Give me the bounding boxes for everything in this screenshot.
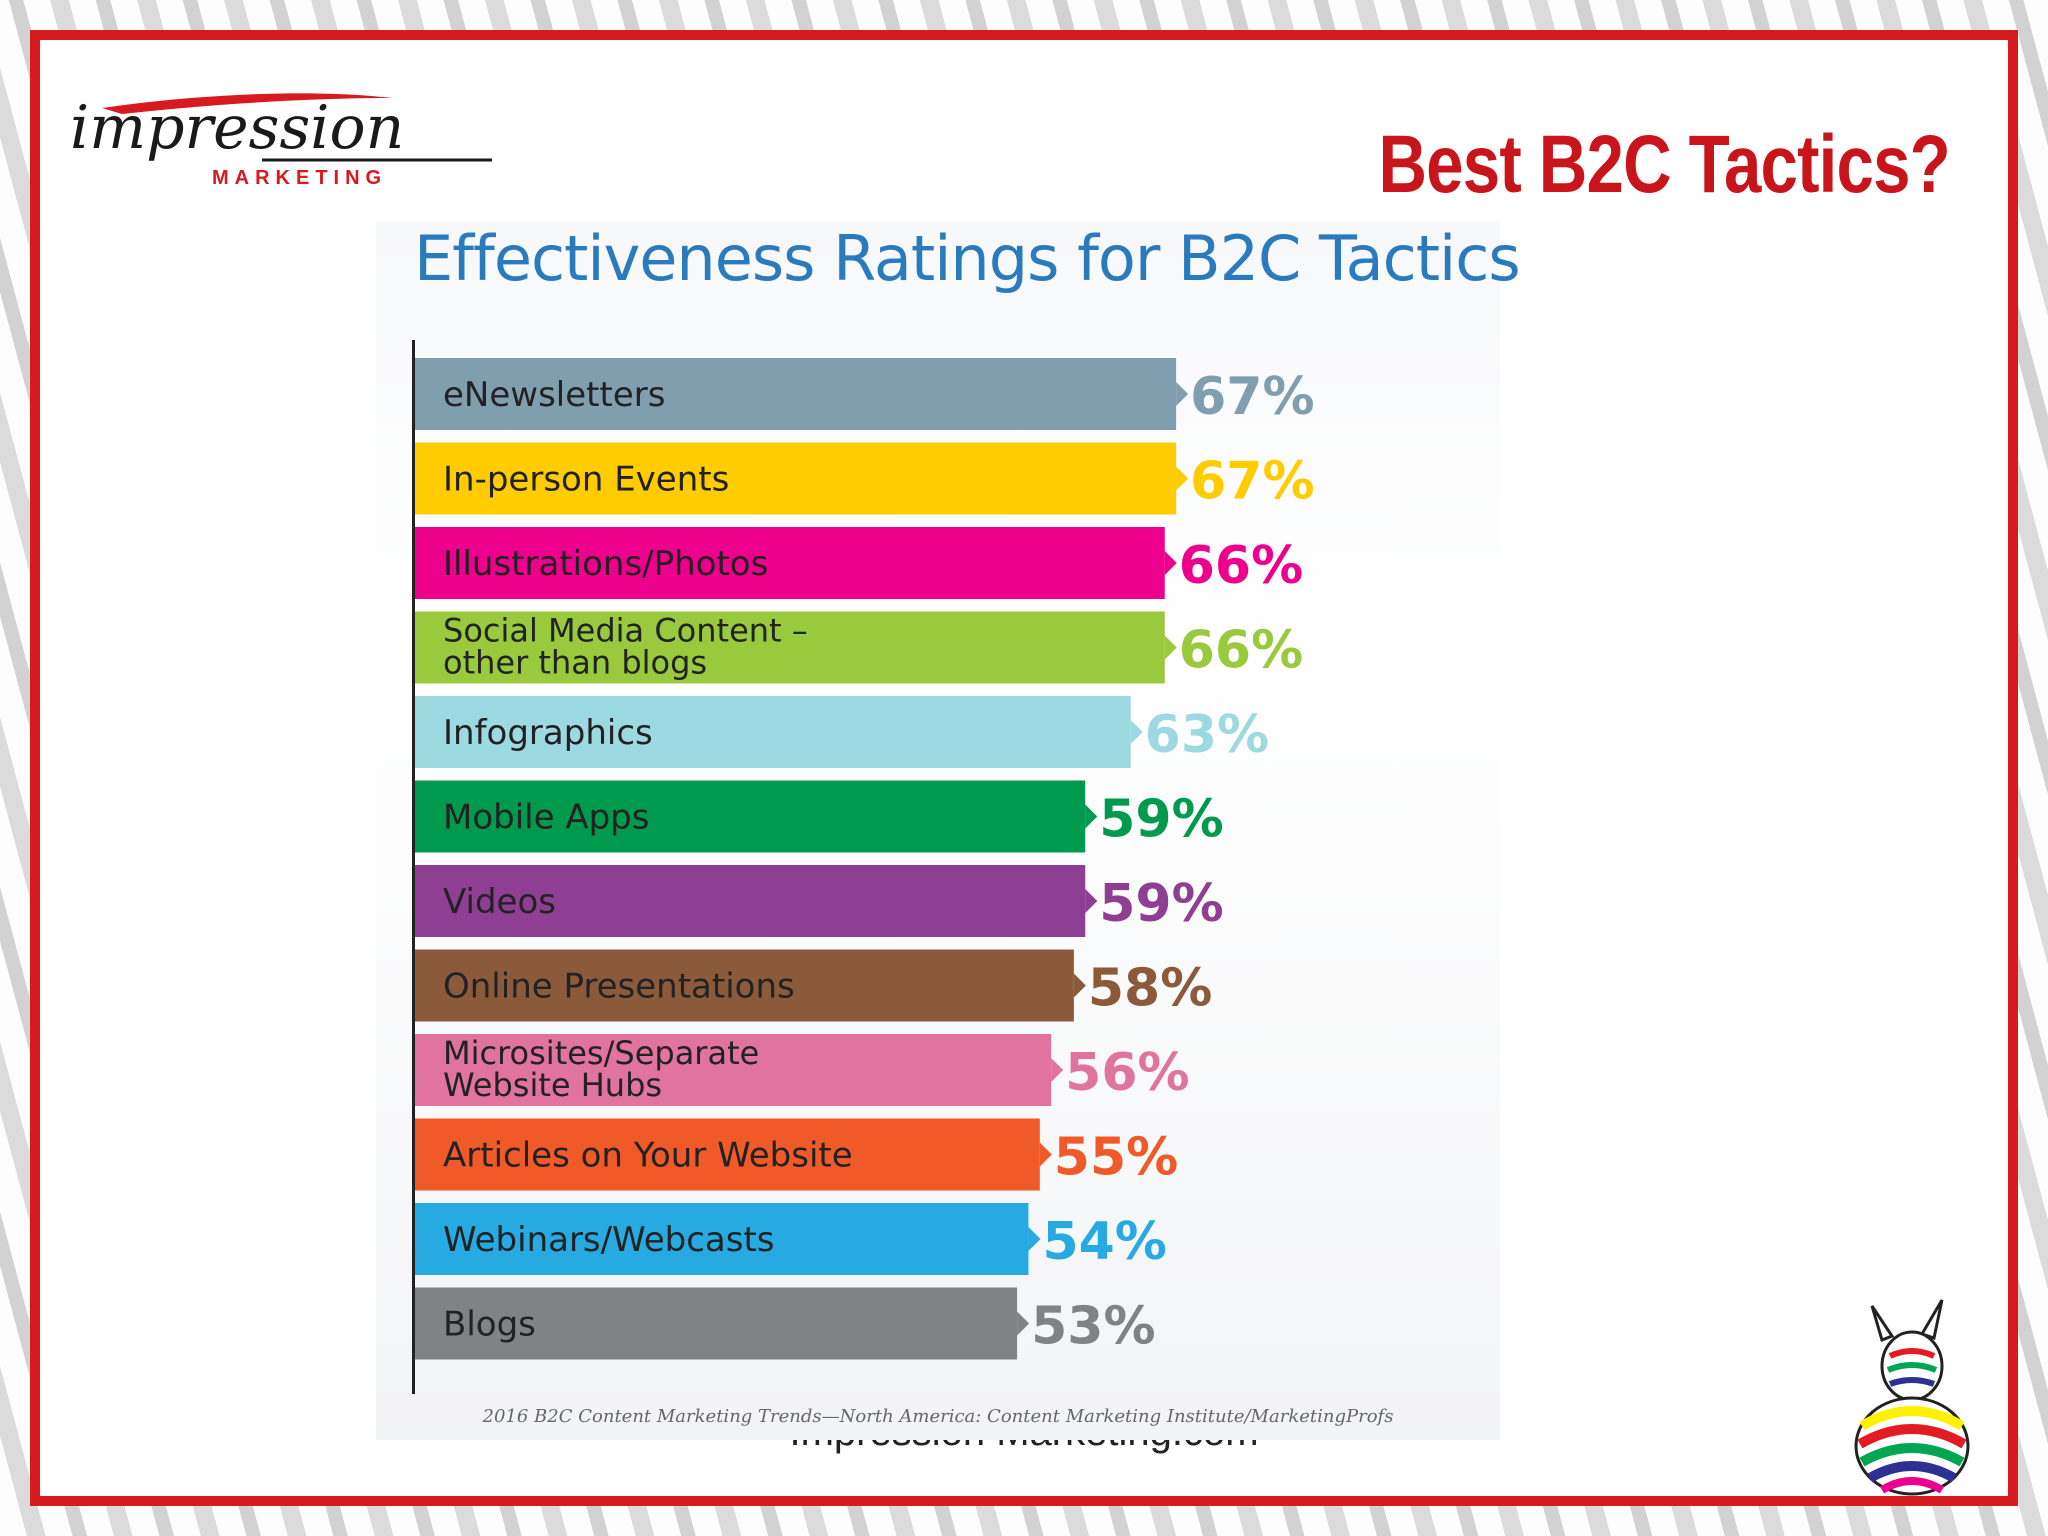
bar-value-label: 55% [1054,1128,1178,1188]
bar-group: Social Media Content – other than blogs 66… [415,611,1303,684]
bar-group: Online Presentations 58% [415,949,1212,1022]
bar-group: Videos 59% [415,865,1224,937]
bar-group: Webinars/Webcasts 54% [415,1203,1167,1275]
bar-value-label: 53% [1031,1297,1155,1357]
slide-title: Best B2C Tactics? [1378,119,1951,210]
bar [415,865,1086,937]
bar-group: Blogs 53% [415,1287,1156,1360]
bar-category-label: Online Presentations [443,967,795,1007]
bar [415,696,1131,768]
bar-pointer [1130,720,1143,744]
bar-pointer [1085,804,1098,829]
bar-group: Illustrations/Photos 66% [415,527,1303,599]
bar-pointer [1176,466,1189,491]
bar-group: Mobile Apps 59% [415,780,1224,853]
bar-pointer [1085,889,1098,913]
bar-group: eNewsletters 67% [415,358,1315,430]
bar-category-label: Social Media Content – other than blogs [443,612,808,682]
zebra-mascot-icon [1854,1299,1970,1496]
bar-category-label: Webinars/Webcasts [443,1220,775,1260]
bar-pointer [1028,1227,1041,1251]
logo-sub-text: MARKETING [212,167,387,189]
bar [415,442,1177,515]
bar-value-label: 66% [1179,621,1303,681]
logo-main-text: impression [70,93,404,163]
bar-pointer [1073,973,1086,998]
bar-pointer [1164,635,1177,660]
bar-category-label: eNewsletters [443,375,665,415]
chart-title: Effectiveness Ratings for B2C Tactics [414,222,1521,295]
bar [415,1034,1052,1106]
bar-value-label: 66% [1179,536,1303,596]
bar-pointer [1051,1058,1064,1082]
y-axis-line [412,340,415,1394]
bar-pointer [1017,1311,1030,1336]
bar-value-label: 59% [1099,790,1223,850]
chart-source: 2016 B2C Content Marketing Trends—North … [482,1406,1394,1427]
bar-value-label: 63% [1145,705,1269,765]
bar-category-label: Videos [443,882,556,922]
bar-group: Microsites/Separate Website Hubs 56% [415,1034,1190,1106]
bar-group: In-person Events 67% [415,442,1315,515]
bar-category-label: In-person Events [443,460,729,500]
bar [415,780,1086,853]
bar-value-label: 58% [1088,959,1212,1019]
bar-category-label: Blogs [443,1305,536,1345]
bar-pointer [1164,551,1177,575]
bar [415,527,1165,599]
bar-value-label: 56% [1065,1043,1189,1103]
bar-group: Articles on Your Website 55% [415,1118,1178,1191]
bar-pointer [1039,1142,1052,1167]
bar-category-label: Infographics [443,713,653,753]
impression-marketing-logo: impression MARKETING [70,93,492,189]
bar [415,358,1177,430]
bar-value-label: 59% [1099,874,1223,934]
bar-category-label: Mobile Apps [443,798,649,838]
bar [415,611,1165,684]
bar [415,1287,1018,1360]
bar-value-label: 67% [1190,367,1314,427]
bar [415,949,1074,1022]
bar-category-label: Articles on Your Website [443,1136,853,1176]
bar-category-label: Microsites/Separate Website Hubs [443,1034,759,1104]
bar [415,1118,1040,1191]
bar-pointer [1176,382,1189,406]
bar-category-label: Illustrations/Photos [443,544,768,584]
bar-value-label: 54% [1042,1212,1166,1272]
bar-group: Infographics 63% [415,696,1269,768]
bar-value-label: 67% [1190,452,1314,512]
bar [415,1203,1029,1275]
